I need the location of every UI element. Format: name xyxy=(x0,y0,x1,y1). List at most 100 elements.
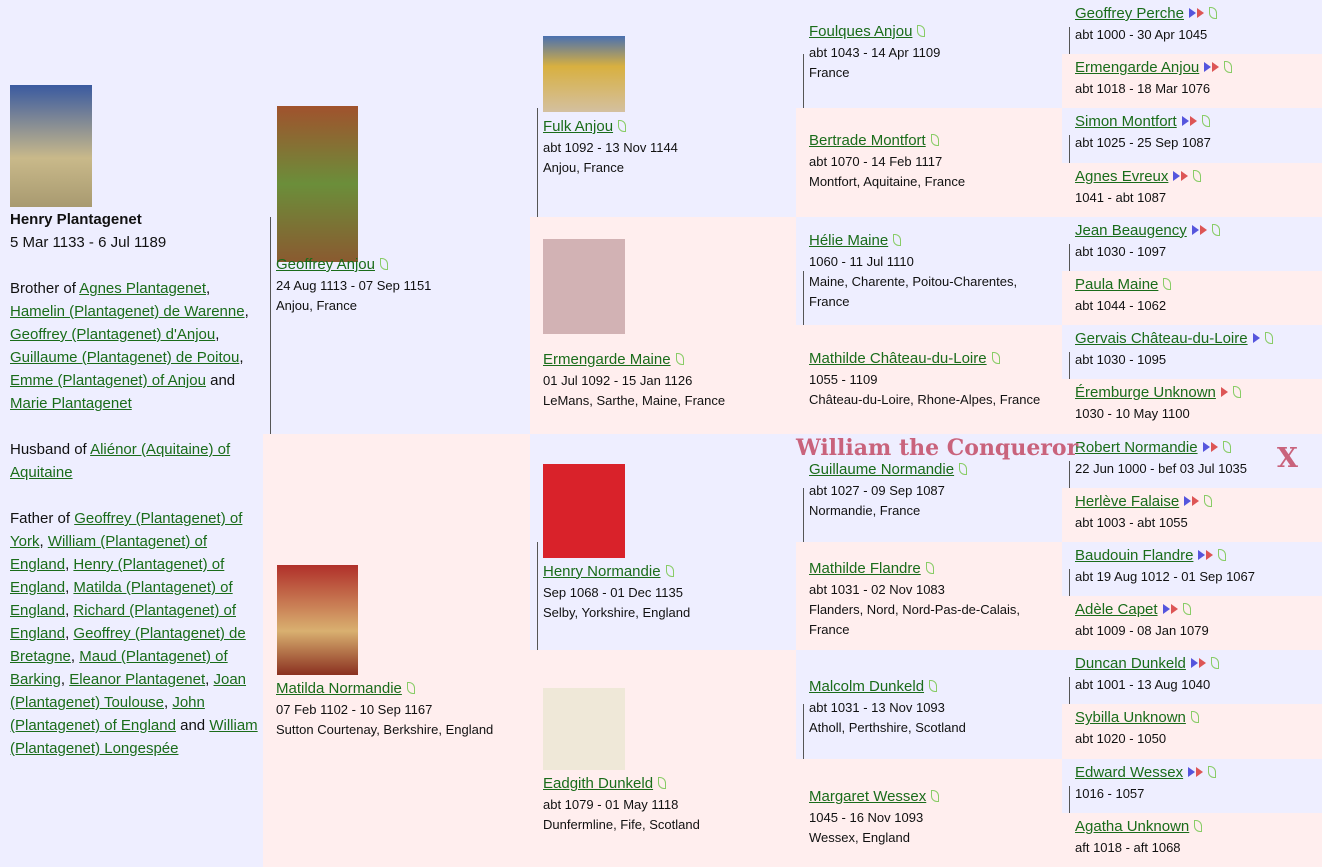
person-link[interactable]: Paula Maine xyxy=(1075,275,1159,293)
person-dates: aft 1018 - aft 1068 xyxy=(1075,839,1181,855)
relative-link[interactable]: Aliénor (Aquitaine) of Aquitaine xyxy=(10,441,231,481)
person-link[interactable]: Edward Wessex xyxy=(1075,763,1184,781)
person-dates: abt 1009 - 08 Jan 1079 xyxy=(1075,623,1209,639)
person: Geoffrey Anjou 24 Aug 1113 - 07 Sep 1151 A… xyxy=(276,254,525,316)
person-link[interactable]: Robert Normandie xyxy=(1075,438,1198,456)
person-link[interactable]: Foulques Anjou xyxy=(809,23,913,40)
person-dates: 1060 - 11 Jul 1110 xyxy=(809,253,914,269)
person-dates: abt 1070 - 14 Feb 1117 xyxy=(809,154,943,170)
name-line: Henry Normandie xyxy=(543,561,791,583)
person-link[interactable]: Geoffrey Perche xyxy=(1075,5,1184,22)
person: Margaret Wessex 1045 - 16 Nov 1093 Wessex,… xyxy=(809,786,1057,848)
father-icon xyxy=(1173,170,1181,181)
relative-link[interactable]: Joan (Plantagenet) Toulouse xyxy=(10,671,247,711)
cell-background xyxy=(1062,270,1322,326)
person: Mathilde Flandre abt 1031 - 02 Nov 1083 Fl… xyxy=(809,558,1057,640)
relative-link[interactable]: William (Plantagenet) of England xyxy=(10,533,208,573)
portrait xyxy=(543,688,625,770)
portrait xyxy=(10,85,92,207)
separator: , xyxy=(65,579,70,596)
person-dates: abt 1092 - 13 Nov 1144 xyxy=(543,140,678,155)
person-link[interactable]: Duncan Dunkeld xyxy=(1075,655,1186,673)
person-link[interactable]: Fulk Anjou xyxy=(543,118,614,135)
relative-link[interactable]: Geoffrey (Plantagenet) d'Anjou xyxy=(10,326,216,343)
name-line: Eadgith Dunkeld xyxy=(543,773,791,795)
relative-link[interactable]: Hamelin (Plantagenet) de Warenne xyxy=(10,303,245,320)
name-line: Mathilde Château-du-Loire xyxy=(809,348,1057,370)
person-link[interactable]: Mathilde Flandre xyxy=(809,559,921,577)
person-link[interactable]: Adèle Capet xyxy=(1075,601,1158,619)
relative-link[interactable]: Agnes Plantagenet xyxy=(79,280,206,297)
relations: Brother of Agnes Plantagenet, Hamelin (P… xyxy=(10,277,263,760)
person-link[interactable]: Margaret Wessex xyxy=(809,787,927,805)
person-link[interactable]: Agnes Evreux xyxy=(1075,167,1169,185)
relative-link[interactable]: Eleanor Plantagenet xyxy=(69,671,206,688)
person-dates: abt 1044 - 1062 xyxy=(1075,297,1167,313)
person-link[interactable]: Mathilde Château-du-Loire xyxy=(809,350,987,368)
person-dates: abt 1003 - abt 1055 xyxy=(1075,514,1188,530)
person-link[interactable]: Sybilla Unknown xyxy=(1075,709,1186,727)
mother-icon xyxy=(1181,170,1189,181)
person-link[interactable]: Geoffrey Anjou xyxy=(276,256,375,273)
name-line: Sybilla Unknown xyxy=(1075,707,1317,729)
name-line: Geoffrey Perche xyxy=(1075,3,1317,25)
person-link[interactable]: Ermengarde Maine xyxy=(543,350,671,368)
tree-icon xyxy=(917,25,926,37)
person-place: Normandie, France xyxy=(809,502,921,518)
person-link[interactable]: Herlève Falaise xyxy=(1075,492,1180,510)
name-line: Margaret Wessex xyxy=(809,786,1057,808)
relation: Brother of Agnes Plantagenet, Hamelin (P… xyxy=(10,277,263,415)
person: Éremburge Unknown 1030 - 10 May 1100 xyxy=(1075,382,1317,424)
tree-icon xyxy=(991,352,1000,365)
separator: , xyxy=(70,648,76,665)
person: Gervais Château-du-Loire abt 1030 - 1095 xyxy=(1075,328,1317,370)
relative-link[interactable]: Guillaume (Plantagenet) de Poitou xyxy=(10,349,240,366)
person-link[interactable]: Gervais Château-du-Loire xyxy=(1075,330,1248,348)
relative-link[interactable]: Geoffrey (Plantagenet) of York xyxy=(10,510,243,550)
relative-link[interactable]: Maud (Plantagenet) of Barking xyxy=(10,648,228,688)
person-link[interactable]: Simon Montfort xyxy=(1075,113,1177,131)
father-icon xyxy=(1191,224,1199,235)
person-place: Sutton Courtenay, Berkshire, England xyxy=(276,721,494,737)
tree-icon xyxy=(929,680,938,693)
portrait xyxy=(543,464,625,558)
person: Duncan Dunkeld abt 1001 - 13 Aug 1040 xyxy=(1075,653,1317,695)
person-dates: 1030 - 10 May 1100 xyxy=(1075,406,1190,422)
person-link[interactable]: Henry Normandie xyxy=(543,562,661,580)
relative-link[interactable]: Emme (Plantagenet) of Anjou xyxy=(10,372,206,389)
portrait xyxy=(277,565,358,675)
person-link[interactable]: Jean Beaugency xyxy=(1075,221,1187,239)
person-link[interactable]: Hélie Maine xyxy=(809,231,889,249)
relative-link[interactable]: Geoffrey (Plantagenet) de Bretagne xyxy=(10,625,246,665)
tree-icon xyxy=(665,564,674,577)
cell-background xyxy=(1062,162,1322,217)
person-link[interactable]: Malcolm Dunkeld xyxy=(809,678,925,696)
tree-icon xyxy=(1193,169,1202,182)
relative-link[interactable]: William (Plantagenet) Longespée xyxy=(10,717,258,757)
relative-link[interactable]: Matilda (Plantagenet) of England xyxy=(10,579,233,619)
tree-icon xyxy=(930,134,939,147)
person-link[interactable]: Agatha Unknown xyxy=(1075,817,1190,835)
separator: , xyxy=(65,556,70,573)
portrait xyxy=(277,106,358,262)
relative-link[interactable]: Richard (Plantagenet) of England xyxy=(10,602,236,642)
person-link[interactable]: Baudouin Flandre xyxy=(1075,546,1194,564)
name-line: Duncan Dunkeld xyxy=(1075,653,1317,675)
relative-link[interactable]: John (Plantagenet) of England xyxy=(10,694,205,734)
mother-icon xyxy=(1199,224,1207,235)
person-link[interactable]: Guillaume Normandie xyxy=(809,460,955,478)
tree-icon xyxy=(931,789,940,802)
relative-link[interactable]: Marie Plantagenet xyxy=(10,395,132,412)
person-dates: abt 1079 - 01 May 1118 xyxy=(543,797,679,813)
person-link[interactable]: Matilda Normandie xyxy=(276,679,402,697)
person-link[interactable]: Éremburge Unknown xyxy=(1075,384,1216,402)
person-link[interactable]: Ermengarde Anjou xyxy=(1075,59,1200,77)
relative-link[interactable]: Henry (Plantagenet) of England xyxy=(10,556,225,596)
name-line: Guillaume Normandie xyxy=(809,459,1057,481)
person-place: Maine, Charente, Poitou-Charentes, Franc… xyxy=(809,273,1018,309)
tree-icon xyxy=(925,561,934,574)
name-line: Matilda Normandie xyxy=(276,678,525,700)
cell-background xyxy=(796,758,1062,867)
person-link[interactable]: Bertrade Montfort xyxy=(809,132,926,150)
person-link[interactable]: Eadgith Dunkeld xyxy=(543,775,654,793)
